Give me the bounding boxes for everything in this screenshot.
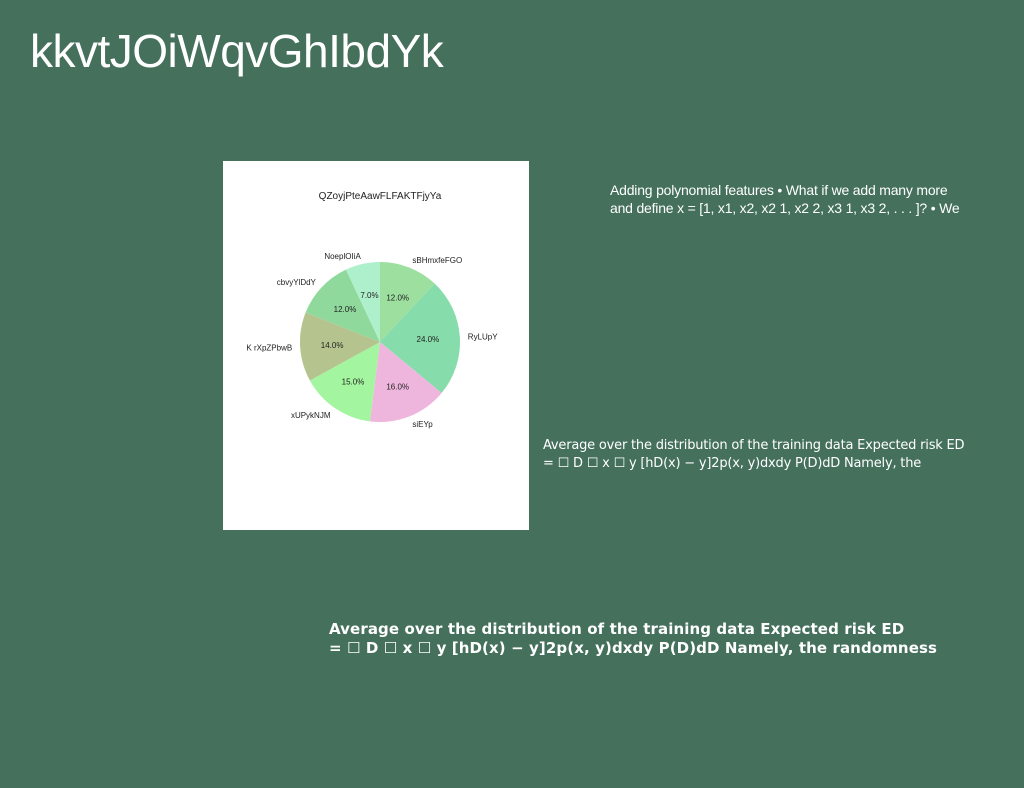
pie-slice-NoeplOIiA <box>345 262 380 342</box>
text-line: Adding polynomial features • What if we … <box>610 182 948 198</box>
slide-title: kkvtJOiWqvGhIbdYk <box>30 25 444 77</box>
pie-slice-siEYp <box>369 342 442 423</box>
pie-pct-label: 7.0% <box>360 291 378 300</box>
text-line: = ☐ D ☐ x ☐ y [hD(x) − y]2p(x, y)dxdy P(… <box>543 455 922 471</box>
expected-risk-bold-text: Average over the distribution of the tra… <box>329 620 1019 657</box>
pie-pct-label: 24.0% <box>417 335 440 344</box>
pie-pct-label: 14.0% <box>321 341 344 350</box>
pie-slice-cbvyYlDdY <box>305 269 380 342</box>
pie-category-label: NoeplOIiA <box>324 252 361 261</box>
pie-pct-label: 12.0% <box>386 293 409 302</box>
chart-title: QZoyjPteAawFLFAKTFjyYa <box>319 191 442 202</box>
pie-slice-sBHmxfeFGO <box>380 262 435 342</box>
pie-chart: QZoyjPteAawFLFAKTFjyYa 12.0% sBHmxfeFGO 24… <box>246 191 498 429</box>
pie-category-label: xUPykNJM <box>291 411 331 420</box>
pie-category-label: sBHmxfeFGO <box>412 256 462 265</box>
pie-category-label: siEYp <box>412 420 433 429</box>
pie-slice-xUPykNJM <box>309 342 380 422</box>
pie-category-label: RyLUpY <box>468 333 498 342</box>
polynomial-features-text: Adding polynomial features • What if we … <box>610 181 1020 217</box>
pie-chart-card: QZoyjPteAawFLFAKTFjyYa 12.0% sBHmxfeFGO 24… <box>223 161 529 530</box>
pie-pct-label: 16.0% <box>386 383 409 392</box>
pie-pct-label: 15.0% <box>342 378 365 387</box>
text-line: Average over the distribution of the tra… <box>543 438 965 453</box>
pie-slice-K rXpZPbwB <box>300 312 380 381</box>
text-line: = ☐ D ☐ x ☐ y [hD(x) − y]2p(x, y)dxdy P(… <box>329 638 938 657</box>
text-line: Average over the distribution of the tra… <box>329 620 905 638</box>
pie-category-label: K rXpZPbwB <box>246 344 292 353</box>
pie-slice-RyLUpY <box>380 283 460 393</box>
expected-risk-text: Average over the distribution of the tra… <box>543 437 1021 472</box>
pie-pct-label: 12.0% <box>334 305 357 314</box>
pie-category-label: cbvyYlDdY <box>277 278 317 287</box>
text-line: and define x = [1, x1, x2, x2 1, x2 2, x… <box>610 200 960 216</box>
